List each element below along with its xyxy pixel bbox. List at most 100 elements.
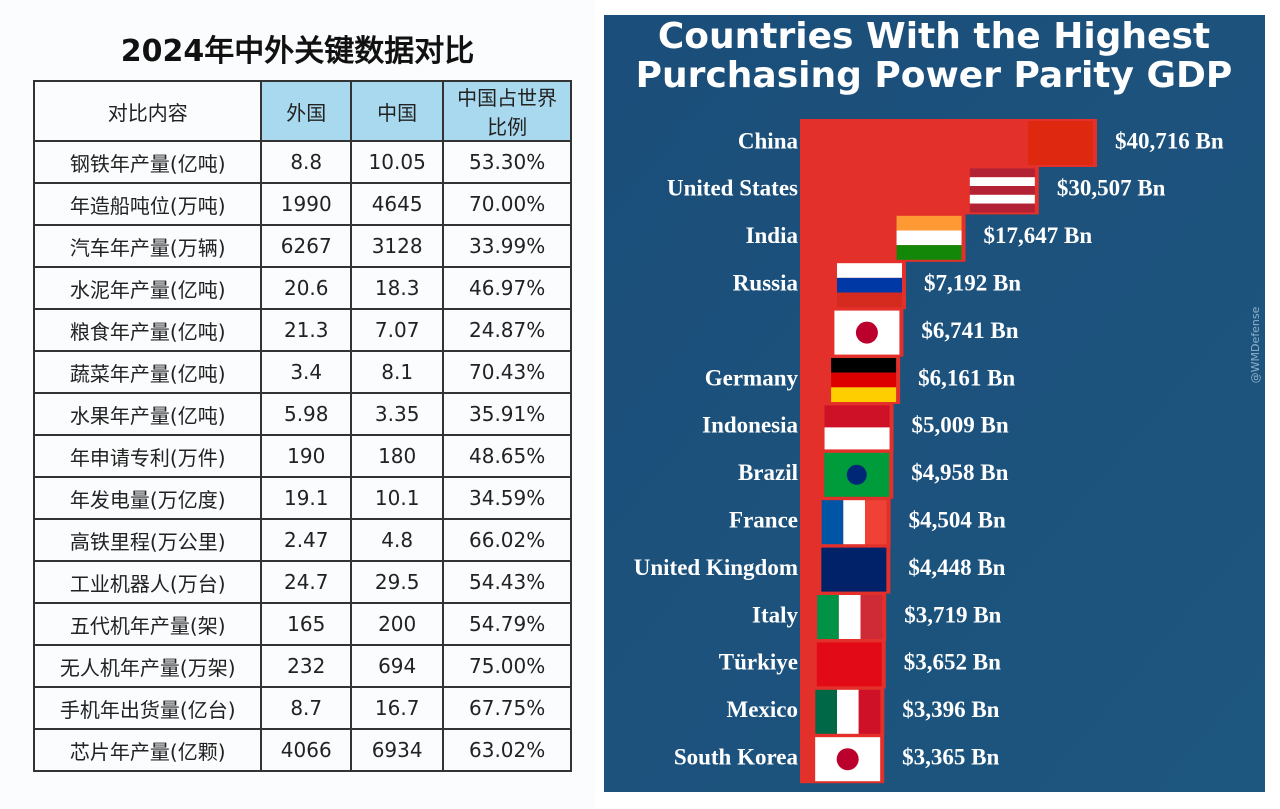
chart-title: Countries With the Highest Purchasing Pow… — [636, 16, 1233, 96]
table-cell: 180 — [350, 434, 445, 478]
category-label: China — [738, 128, 799, 153]
flag-stripe — [969, 177, 1035, 186]
value-label: $5,009 Bn — [912, 413, 1009, 438]
table-cell: 6934 — [350, 728, 445, 772]
value-label: $4,448 Bn — [908, 555, 1005, 580]
table-row: 工业机器人(万台) 24.7 29.5 54.43% — [32, 560, 572, 604]
table-row: 汽车年产量(万辆) 6267 3128 33.99% — [32, 224, 572, 268]
flag — [896, 215, 962, 260]
flag-stripe — [831, 387, 897, 402]
table-cell: 48.65% — [442, 434, 572, 478]
table-cell: 200 — [350, 602, 445, 646]
flag — [815, 737, 881, 782]
table-cell: 8.1 — [350, 350, 445, 394]
table-cell: 钢铁年产量(亿吨) — [32, 140, 263, 184]
table-cell: 4066 — [260, 728, 353, 772]
flag-stripe — [896, 245, 962, 260]
flag — [815, 689, 881, 734]
flag-stripe — [821, 500, 844, 545]
value-label: $30,507 Bn — [1057, 176, 1166, 201]
table-cell: 年申请专利(万件) — [32, 434, 263, 478]
value-label: $3,365 Bn — [902, 744, 999, 769]
flag — [836, 263, 902, 308]
table-cell: 10.05 — [350, 140, 445, 184]
value-label: $6,741 Bn — [921, 318, 1018, 343]
table-row: 水泥年产量(亿吨) 20.6 18.3 46.97% — [32, 266, 572, 310]
table-cell: 五代机年产量(架) — [32, 602, 263, 646]
table-cell: 高铁里程(万公里) — [32, 518, 263, 562]
flag-stripe — [817, 595, 839, 639]
table-cell: 232 — [260, 644, 353, 688]
value-label: $4,504 Bn — [909, 507, 1006, 532]
category-label: Türkiye — [719, 650, 798, 675]
flag-stripe — [816, 642, 882, 687]
table-cell: 54.43% — [442, 560, 572, 604]
flag-stripe — [896, 215, 962, 231]
flag-stripe — [864, 500, 887, 545]
flag — [824, 405, 890, 450]
flag-emblem — [846, 464, 867, 485]
flag-stripe — [837, 689, 859, 734]
table-row: 钢铁年产量(亿吨) 8.8 10.05 53.30% — [32, 140, 572, 184]
table-row: 年申请专利(万件) 190 180 48.65% — [32, 434, 572, 478]
category-label: Italy — [752, 602, 799, 627]
header-cell: 外国 — [260, 80, 353, 142]
table-cell: 1990 — [260, 182, 353, 226]
flag-stripe — [1028, 121, 1093, 165]
table-row: 高铁里程(万公里) 2.47 4.8 66.02% — [32, 518, 572, 562]
table-cell: 7.07 — [350, 308, 445, 352]
table-cell: 8.8 — [260, 140, 353, 184]
table-cell: 3.35 — [350, 392, 445, 436]
value-label: $7,192 Bn — [924, 270, 1021, 295]
flag — [834, 310, 900, 355]
category-label: South Korea — [674, 744, 799, 769]
table-cell: 24.87% — [442, 308, 572, 352]
table-row: 手机年出货量(亿台) 8.7 16.7 67.75% — [32, 686, 572, 730]
flag-stripe — [824, 405, 890, 428]
table-cell: 6267 — [260, 224, 353, 268]
header-row: 对比内容 外国 中国 中国占世界比例 — [32, 80, 572, 142]
table-row: 粮食年产量(亿吨) 21.3 7.07 24.87% — [32, 308, 572, 352]
value-label: $3,652 Bn — [904, 650, 1001, 675]
table-cell: 粮食年产量(亿吨) — [32, 308, 263, 352]
table-cell: 汽车年产量(万辆) — [32, 224, 263, 268]
table-cell: 4.8 — [350, 518, 445, 562]
category-label: Mexico — [726, 697, 798, 722]
table-cell: 33.99% — [442, 224, 572, 268]
header-cell: 中国占世界比例 — [442, 80, 572, 142]
flag-emblem — [855, 321, 878, 344]
table-cell: 2.47 — [260, 518, 353, 562]
table-row: 蔬菜年产量(亿吨) 3.4 8.1 70.43% — [32, 350, 572, 394]
flag-stripe — [969, 203, 1035, 213]
table-row: 年发电量(万亿度) 19.1 10.1 34.59% — [32, 476, 572, 520]
flag-stripe — [896, 230, 962, 246]
table-cell: 694 — [350, 644, 445, 688]
table-cell: 5.98 — [260, 392, 353, 436]
table-cell: 190 — [260, 434, 353, 478]
table-cell: 66.02% — [442, 518, 572, 562]
category-label: Germany — [705, 365, 799, 390]
flag-stripe — [860, 595, 883, 639]
value-label: $6,161 Bn — [918, 365, 1015, 390]
table-cell: 蔬菜年产量(亿吨) — [32, 350, 263, 394]
table-cell: 67.75% — [442, 686, 572, 730]
flag — [831, 358, 897, 402]
table-cell: 53.30% — [442, 140, 572, 184]
chart: Countries With the Highest Purchasing Pow… — [604, 15, 1265, 792]
category-label: United States — [667, 176, 798, 201]
table-row: 水果年产量(亿吨) 5.98 3.35 35.91% — [32, 392, 572, 436]
value-label: $3,719 Bn — [904, 602, 1001, 627]
table-cell: 3128 — [350, 224, 445, 268]
table-cell: 35.91% — [442, 392, 572, 436]
table-cell: 19.1 — [260, 476, 353, 520]
flag-stripe — [838, 595, 861, 639]
flag — [1028, 121, 1093, 165]
table-cell: 年发电量(万亿度) — [32, 476, 263, 520]
table-row: 年造船吨位(万吨) 1990 4645 70.00% — [32, 182, 572, 226]
flag-stripe — [969, 194, 1035, 204]
table-cell: 75.00% — [442, 644, 572, 688]
table-cell: 63.02% — [442, 728, 572, 772]
flag-stripe — [831, 372, 897, 388]
table-cell: 70.00% — [442, 182, 572, 226]
